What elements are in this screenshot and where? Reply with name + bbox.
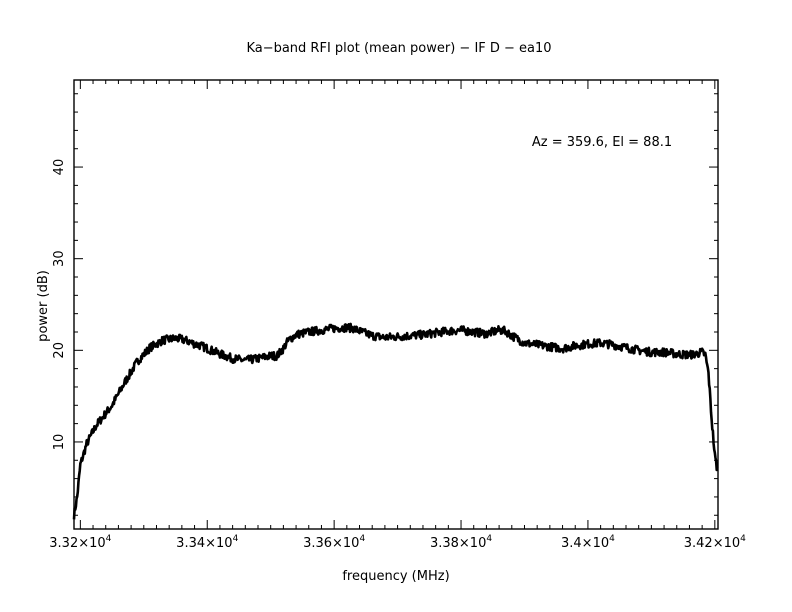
y-tick-label: 20 [52,342,67,359]
y-axis-label: power (dB) [36,270,51,342]
x-axis-label: frequency (MHz) [342,569,449,584]
chart-title: Ka−band RFI plot (mean power) − IF D − e… [246,41,551,56]
x-tick-label: 3.32×104 [49,534,111,551]
y-tick-label: 30 [52,250,67,267]
y-axis-ticks: 10 20 30 40 [52,93,718,516]
x-tick-label: 3.34×104 [176,534,238,551]
x-axis-ticks: 3.32×104 3.34×104 3.36×104 3.38×104 3.4×104 3… [49,80,746,551]
az-el-annotation: Az = 359.6, El = 88.1 [532,135,672,150]
power-series-line [72,322,719,520]
x-tick-label: 3.38×104 [430,534,492,551]
y-tick-label: 10 [52,434,67,451]
x-tick-label: 3.36×104 [303,534,365,551]
y-tick-label: 40 [52,159,67,176]
x-tick-label: 3.42×104 [684,534,746,551]
x-tick-label: 3.4×104 [561,534,615,551]
plot-frame [73,79,719,530]
